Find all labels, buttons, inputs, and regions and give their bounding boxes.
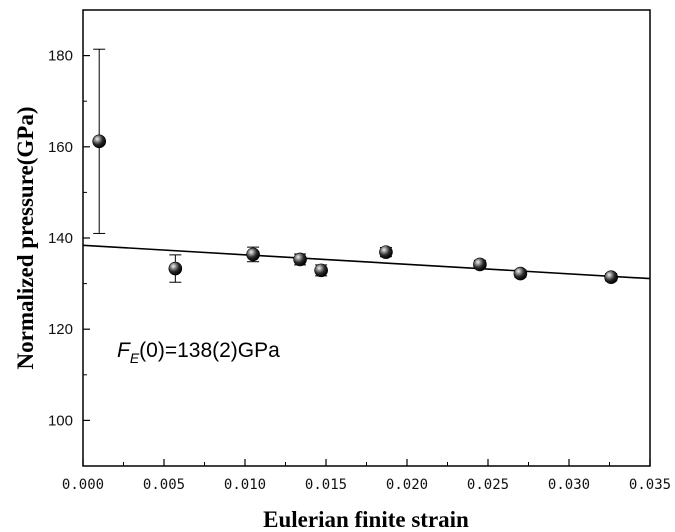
x-tick-label: 0.035: [629, 477, 671, 493]
y-axis-title: Normalized pressure(GPa): [13, 107, 38, 370]
data-points: [92, 134, 618, 285]
fit-line: [82, 244, 651, 280]
annotation-subscript: E: [130, 350, 140, 366]
x-axis-ticks: 0.000 0.005 0.010 0.015 0.020 0.025 0.030 0.035: [62, 459, 671, 493]
x-tick-label: 0.025: [467, 477, 509, 493]
data-point: [168, 261, 183, 276]
x-tick-label: 0.010: [224, 477, 266, 493]
y-tick-label: 140: [48, 230, 73, 247]
y-tick-label: 120: [48, 321, 73, 338]
x-tick-label: 0.020: [386, 477, 428, 493]
x-tick-label: 0.030: [548, 477, 590, 493]
data-point: [314, 263, 328, 278]
annotation-suffix: (0)=138(2)GPa: [139, 339, 280, 362]
fit-line-group: [82, 244, 651, 280]
error-bars: [93, 48, 618, 283]
x-tick-label: 0.005: [143, 477, 185, 493]
x-tick-label: 0.015: [305, 477, 347, 493]
x-axis-title: Eulerian finite strain: [263, 507, 469, 532]
y-tick-label: 100: [48, 412, 73, 429]
data-point: [246, 247, 260, 262]
annotation-prefix: F: [117, 339, 131, 362]
x-tick-label: 0.000: [62, 477, 104, 493]
data-point: [293, 252, 307, 267]
data-point: [92, 134, 106, 149]
y-tick-label: 160: [48, 139, 73, 156]
plot-frame: [82, 9, 651, 467]
annotation-fe0: FE(0)=138(2)GPa: [117, 339, 280, 366]
data-point: [379, 245, 393, 259]
y-tick-label: 180: [48, 48, 73, 65]
y-axis-ticks: 100 120 140 160 180: [48, 9, 90, 467]
data-point: [513, 266, 528, 281]
data-point: [604, 270, 618, 285]
data-point: [473, 257, 487, 272]
